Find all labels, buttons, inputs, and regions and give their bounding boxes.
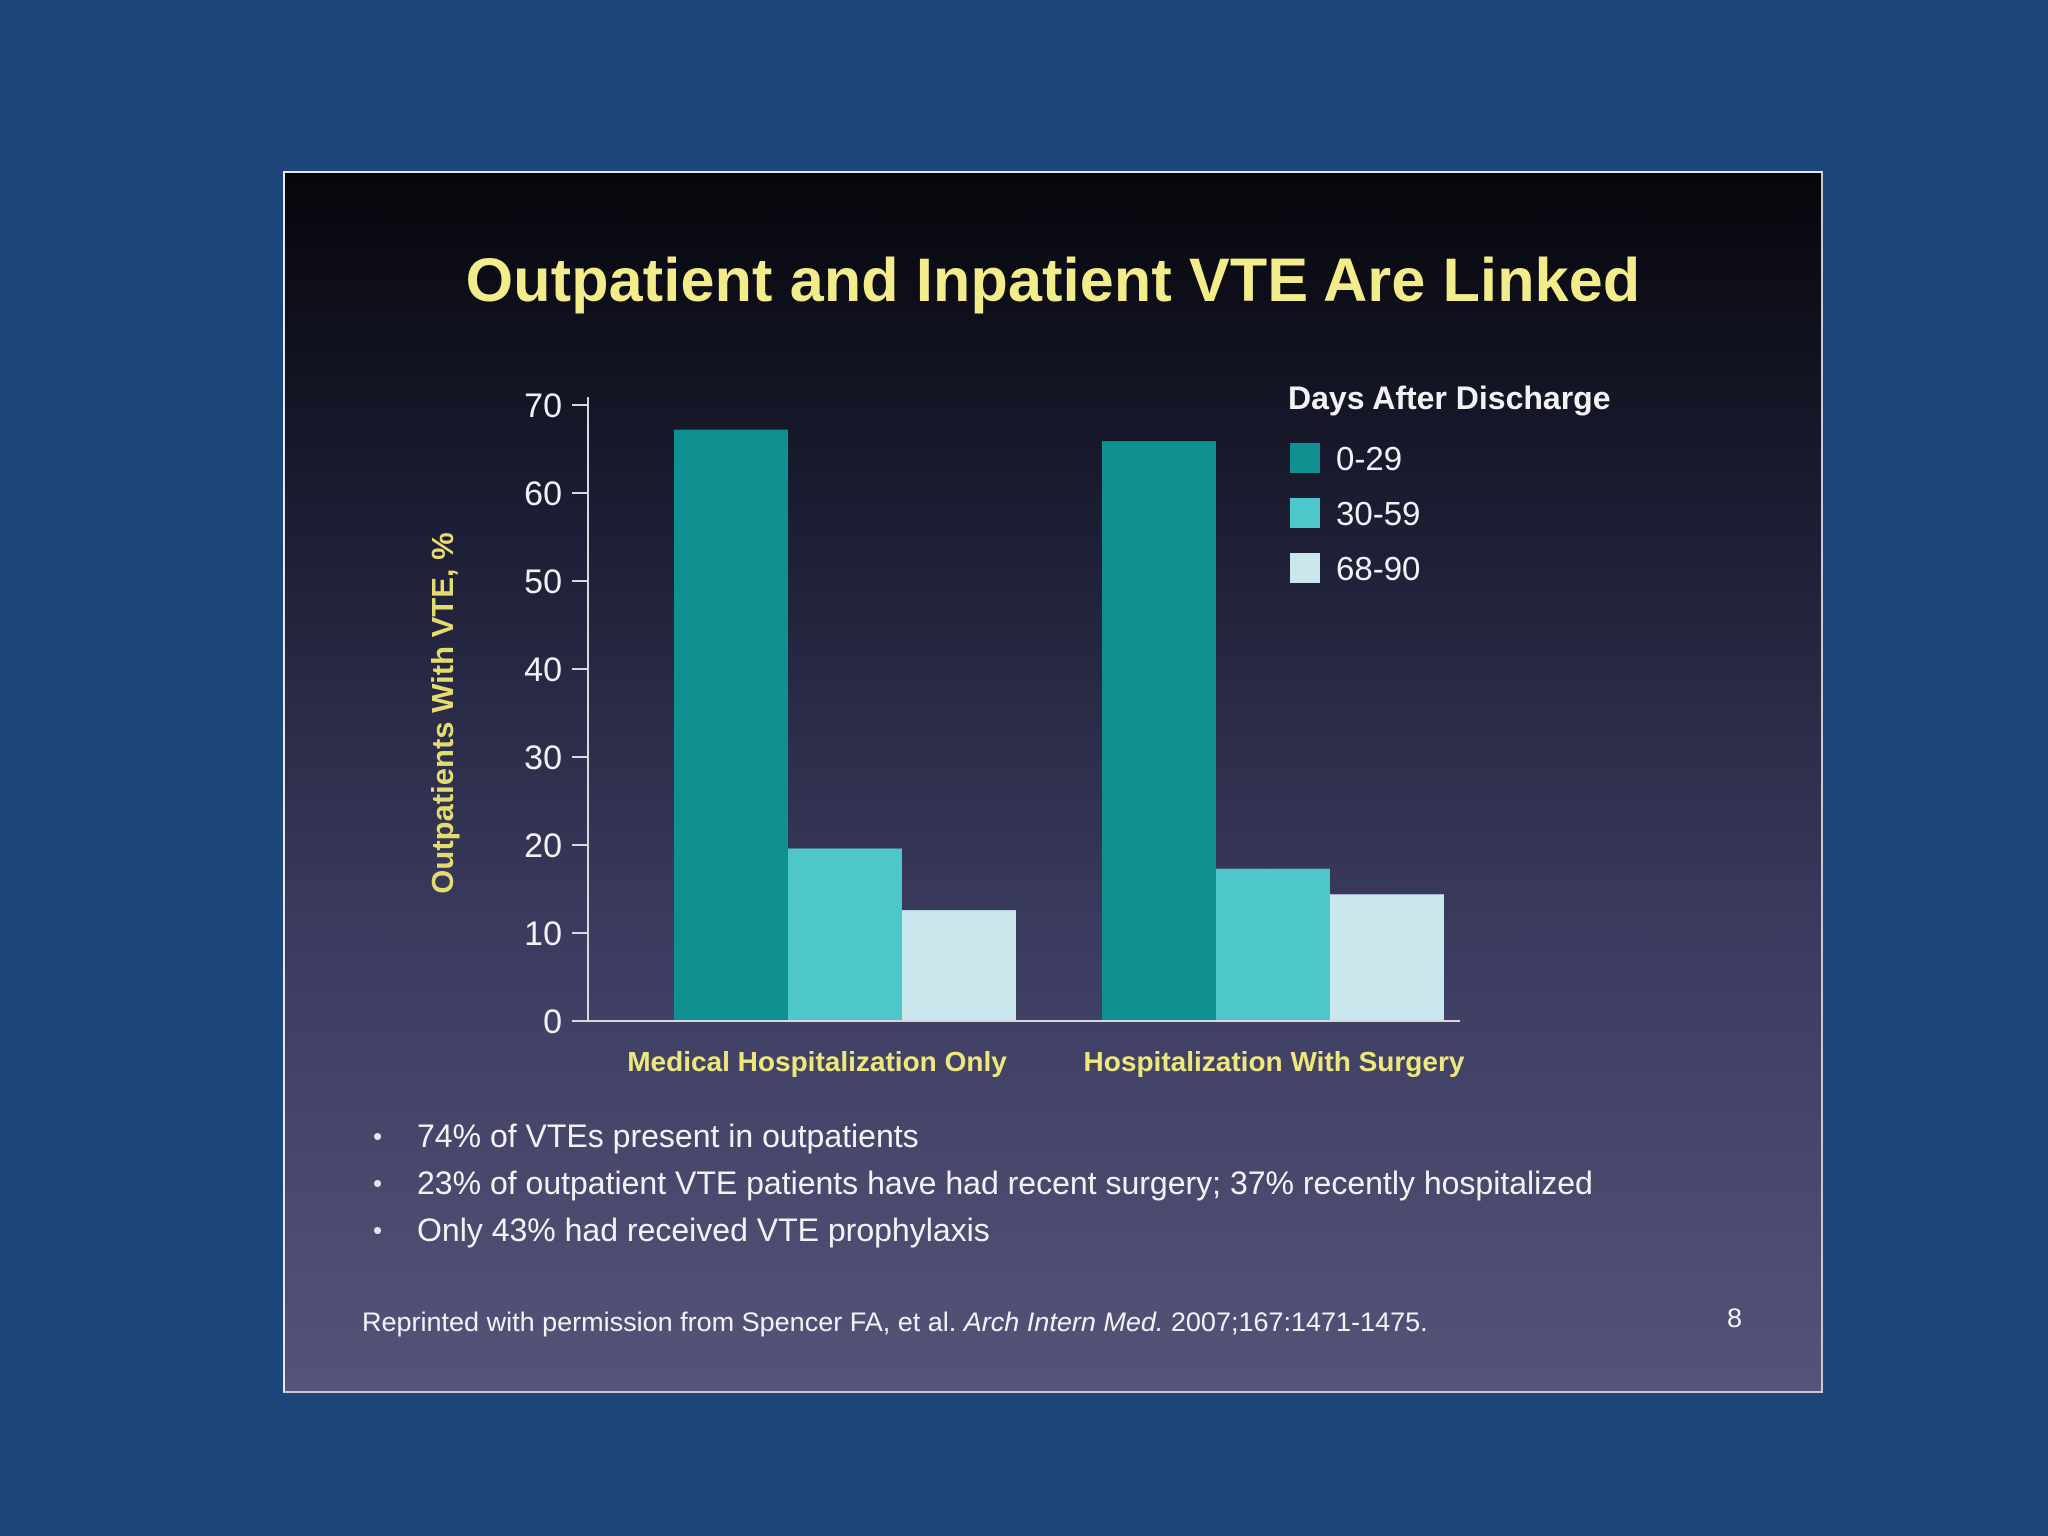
page-number: 8 bbox=[1727, 1303, 1743, 1333]
y-tick-label: 20 bbox=[524, 827, 562, 865]
citation-suffix: 2007;167:1471-1475. bbox=[1170, 1307, 1428, 1337]
y-ticks-group: 0 10 20 30 40 50 60 70 bbox=[524, 387, 588, 1041]
bar-0-29-2 bbox=[1102, 441, 1216, 1022]
bullet-list: • 74% of VTEs present in outpatients • 23%… bbox=[373, 1113, 1593, 1254]
bar-68-90-1 bbox=[902, 910, 1016, 1021]
y-tick-label: 40 bbox=[524, 651, 562, 689]
bullet-dot: • bbox=[373, 1121, 383, 1151]
bar-0-29-1 bbox=[674, 429, 788, 1021]
bullet-item: • Only 43% had received VTE prophylaxis bbox=[373, 1207, 1593, 1254]
y-tick-label: 70 bbox=[524, 387, 562, 425]
bar-30-59-1 bbox=[788, 848, 902, 1021]
bar-68-90-2 bbox=[1330, 894, 1444, 1021]
slide-title: Outpatient and Inpatient VTE Are Linked bbox=[465, 246, 1641, 314]
bullet-item: • 74% of VTEs present in outpatients bbox=[373, 1113, 1593, 1160]
citation-prefix: Reprinted with permission from Spencer F… bbox=[362, 1307, 957, 1337]
legend-swatch-30-59 bbox=[1290, 498, 1320, 528]
citation: Reprinted with permission from Spencer F… bbox=[362, 1307, 1428, 1338]
bullet-item: • 23% of outpatient VTE patients have had… bbox=[373, 1160, 1593, 1207]
bullet-dot: • bbox=[373, 1215, 383, 1245]
bullet-text: 74% of VTEs present in outpatients bbox=[417, 1118, 919, 1154]
slide: Outpatient and Inpatient VTE Are Linked … bbox=[283, 171, 1823, 1393]
legend-swatch-68-90 bbox=[1290, 553, 1320, 583]
category-label-2: Hospitalization With Surgery bbox=[1084, 1046, 1465, 1077]
y-tick-label: 50 bbox=[524, 563, 562, 601]
bullet-dot: • bbox=[373, 1168, 383, 1198]
legend-title: Days After Discharge bbox=[1288, 380, 1611, 416]
category-label-1: Medical Hospitalization Only bbox=[627, 1046, 1007, 1077]
y-tick-label: 0 bbox=[543, 1003, 562, 1041]
bullet-text: 23% of outpatient VTE patients have had … bbox=[417, 1165, 1593, 1201]
y-tick-label: 10 bbox=[524, 915, 562, 953]
legend-label-30-59: 30-59 bbox=[1336, 495, 1420, 532]
legend-label-0-29: 0-29 bbox=[1336, 440, 1402, 477]
category-labels-group: Medical Hospitalization Only Hospitalizat… bbox=[627, 1046, 1465, 1077]
legend-swatch-0-29 bbox=[1290, 443, 1320, 473]
axes-group bbox=[572, 397, 1460, 1022]
bullet-text: Only 43% had received VTE prophylaxis bbox=[417, 1212, 990, 1248]
bars-group bbox=[674, 429, 1444, 1022]
bar-30-59-2 bbox=[1216, 868, 1330, 1021]
y-tick-label: 30 bbox=[524, 739, 562, 777]
citation-journal: Arch Intern Med. bbox=[963, 1307, 1164, 1337]
legend-label-68-90: 68-90 bbox=[1336, 550, 1420, 587]
y-tick-label: 60 bbox=[524, 475, 562, 513]
y-axis-label: Outpatients With VTE, % bbox=[425, 532, 460, 893]
legend: Days After Discharge 0-29 30-59 68-90 bbox=[1288, 380, 1611, 587]
